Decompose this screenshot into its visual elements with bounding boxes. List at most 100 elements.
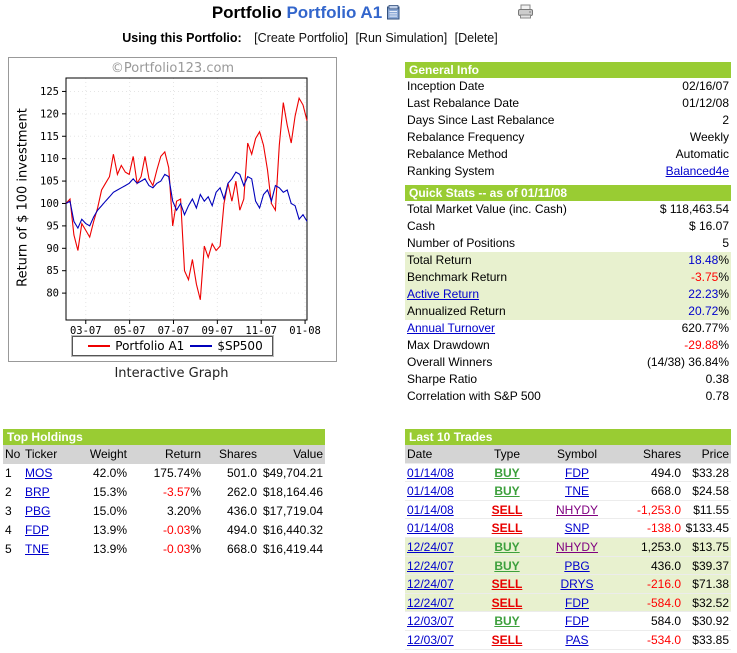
delete-link[interactable]: [Delete]	[454, 31, 498, 45]
trade-type-link[interactable]: SELL	[491, 502, 523, 517]
trade-type: SELL	[479, 519, 535, 538]
ticker-link[interactable]: FDP	[25, 523, 49, 537]
quick-stats-row: Annualized Return 20.72%	[405, 303, 731, 320]
symbol-link[interactable]: DRYS	[560, 577, 594, 592]
trade-type-link[interactable]: BUY	[494, 558, 520, 573]
trade-date: 01/14/08	[405, 501, 479, 520]
trade-date-link[interactable]: 12/03/07	[407, 632, 454, 647]
notebook-icon[interactable]	[387, 5, 400, 25]
holding-value: $17,719.04	[262, 504, 323, 518]
ticker-link[interactable]: TNE	[25, 542, 49, 556]
run-simulation-link[interactable]: [Run Simulation]	[355, 31, 448, 45]
holding-no: 2	[5, 485, 12, 499]
trade-date: 01/14/08	[405, 519, 479, 538]
trade-symbol: FDP	[535, 593, 619, 613]
trade-symbol: TNE	[535, 482, 619, 501]
quick-stats-label: Max Drawdown	[407, 338, 490, 352]
ticker-link[interactable]: BRP	[25, 485, 50, 499]
info-column: General Info Inception Date 02/16/07 Last R…	[405, 62, 731, 405]
symbol-link[interactable]: TNE	[565, 484, 589, 499]
general-info-row: Rebalance Method Automatic	[405, 146, 731, 163]
performance-chart-panel: ©Portfolio123.com Return of $ 100 invest…	[8, 57, 337, 362]
symbol-link[interactable]: PBG	[564, 558, 590, 573]
interactive-graph-link[interactable]: Interactive Graph	[114, 366, 229, 381]
trade-type-link[interactable]: BUY	[494, 614, 520, 629]
quick-stats-title: Quick Stats -- as of 01/11/08	[405, 185, 731, 201]
trade-price: $30.92	[683, 612, 731, 631]
trade-date-link[interactable]: 01/14/08	[407, 465, 454, 480]
trade-type: SELL	[479, 631, 535, 650]
general-info-label: Ranking System	[407, 164, 495, 178]
symbol-link[interactable]: NHYDY	[555, 539, 598, 554]
quick-stats-label-link[interactable]: Active Return	[407, 287, 480, 301]
holdings-col-header: Ticker	[23, 445, 71, 464]
trade-date-link[interactable]: 12/03/07	[407, 614, 454, 629]
trade-price: $24.58	[683, 482, 731, 501]
trade-date: 01/14/08	[405, 482, 479, 501]
quick-stats-row: Correlation with S&P 500 0.78	[405, 388, 731, 405]
quick-stats-label-link[interactable]: Annual Turnover	[407, 321, 496, 335]
trade-date-link[interactable]: 12/24/07	[407, 577, 454, 592]
general-info-label: Days Since Last Rebalance	[407, 113, 555, 127]
trade-date-link[interactable]: 12/24/07	[407, 539, 454, 554]
trade-type: SELL	[479, 593, 535, 613]
svg-text:07-07: 07-07	[158, 325, 190, 337]
svg-text:01-08: 01-08	[289, 325, 321, 337]
trade-date: 12/03/07	[405, 631, 479, 650]
quick-stats-value: -29.88%	[684, 338, 729, 352]
quick-stats-value: 620.77%	[681, 321, 729, 335]
quick-stats-label: Number of Positions	[407, 236, 516, 250]
symbol-link[interactable]: FDP	[565, 614, 589, 629]
general-info-row: Ranking System Balanced4e	[405, 163, 731, 180]
trade-date: 01/14/08	[405, 464, 479, 483]
svg-text:100: 100	[40, 198, 59, 210]
trade-type-link[interactable]: BUY	[494, 539, 520, 554]
quick-stats-value: 0.78	[705, 389, 729, 403]
trade-type-link[interactable]: SELL	[491, 595, 523, 610]
trade-date: 12/24/07	[405, 556, 479, 576]
general-info-label: Inception Date	[407, 79, 485, 93]
symbol-link[interactable]: NHYDY	[555, 502, 598, 517]
trade-date: 12/24/07	[405, 537, 479, 557]
trades-col-header: Symbol	[535, 445, 619, 464]
svg-text:11-07: 11-07	[245, 325, 277, 337]
symbol-link[interactable]: FDP	[565, 595, 589, 610]
general-info-title: General Info	[405, 62, 731, 78]
print-icon[interactable]	[516, 4, 535, 25]
general-info-value: Weekly	[689, 130, 729, 144]
trade-symbol: DRYS	[535, 575, 619, 594]
holding-weight: 13.9%	[92, 542, 127, 556]
trade-date-link[interactable]: 12/24/07	[407, 558, 454, 573]
quick-stats-value: $ 118,463.54	[659, 202, 729, 216]
quick-stats-value: $ 16.07	[688, 219, 729, 233]
last-trades-grid: Date Type Symbol Shares Price 01/14/08 BUY FDP 4…	[405, 445, 731, 650]
quick-stats-label: Sharpe Ratio	[407, 372, 478, 386]
quick-stats-row: Number of Positions 5	[405, 235, 731, 252]
trade-type-link[interactable]: SELL	[491, 632, 523, 647]
trade-date-link[interactable]: 01/14/08	[407, 521, 454, 536]
trade-type-link[interactable]: BUY	[494, 484, 520, 499]
trade-type-link[interactable]: BUY	[494, 465, 520, 480]
holding-weight: 15.3%	[92, 485, 127, 499]
trade-symbol: SNP	[535, 519, 619, 538]
trade-date-link[interactable]: 01/14/08	[407, 484, 454, 499]
svg-text:95: 95	[46, 220, 59, 232]
trade-type-link[interactable]: SELL	[491, 577, 523, 592]
create-portfolio-link[interactable]: [Create Portfolio]	[254, 31, 348, 45]
general-info-value-link[interactable]: Balanced4e	[665, 164, 729, 178]
trade-symbol: FDP	[535, 612, 619, 631]
trade-type: BUY	[479, 556, 535, 576]
ticker-link[interactable]: PBG	[25, 504, 51, 518]
top-holdings-table: Top Holdings No Ticker Weight Return Shares V…	[3, 429, 325, 559]
trade-type-link[interactable]: SELL	[491, 521, 523, 536]
chart-legend-box: Portfolio A1 $SP500	[71, 335, 274, 357]
chart-watermark: ©Portfolio123.com	[110, 61, 235, 76]
holding-no: 3	[5, 504, 12, 518]
symbol-link[interactable]: SNP	[564, 521, 590, 536]
symbol-link[interactable]: FDP	[565, 465, 589, 480]
trade-date-link[interactable]: 12/24/07	[407, 595, 454, 610]
symbol-link[interactable]: PAS	[565, 632, 589, 647]
trade-date-link[interactable]: 01/14/08	[407, 502, 454, 517]
ticker-link[interactable]: MOS	[25, 466, 53, 480]
